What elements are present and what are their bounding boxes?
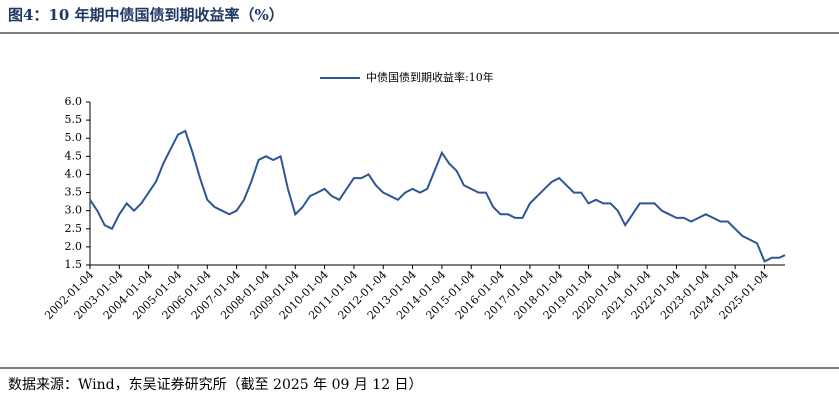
y-tick-label: 2.5 — [65, 222, 83, 235]
y-tick-label: 4.5 — [65, 149, 83, 162]
legend-label: 中债国债到期收益率:10年 — [366, 70, 494, 84]
y-tick-label: 1.5 — [65, 258, 83, 271]
source-note: 数据来源：Wind，东吴证券研究所（截至 2025 年 09 月 12 日） — [8, 377, 423, 393]
y-tick-label: 4.0 — [65, 167, 83, 180]
y-tick-label: 5.5 — [65, 113, 83, 126]
y-tick-label: 3.0 — [65, 204, 83, 217]
y-tick-label: 2.0 — [65, 240, 83, 253]
y-tick-label: 5.0 — [65, 131, 83, 144]
y-tick-label: 6.0 — [65, 95, 83, 108]
chart-title: 图4：10 年期中债国债到期收益率（%） — [8, 6, 284, 24]
y-tick-label: 3.5 — [65, 186, 83, 199]
series-line — [89, 129, 786, 263]
